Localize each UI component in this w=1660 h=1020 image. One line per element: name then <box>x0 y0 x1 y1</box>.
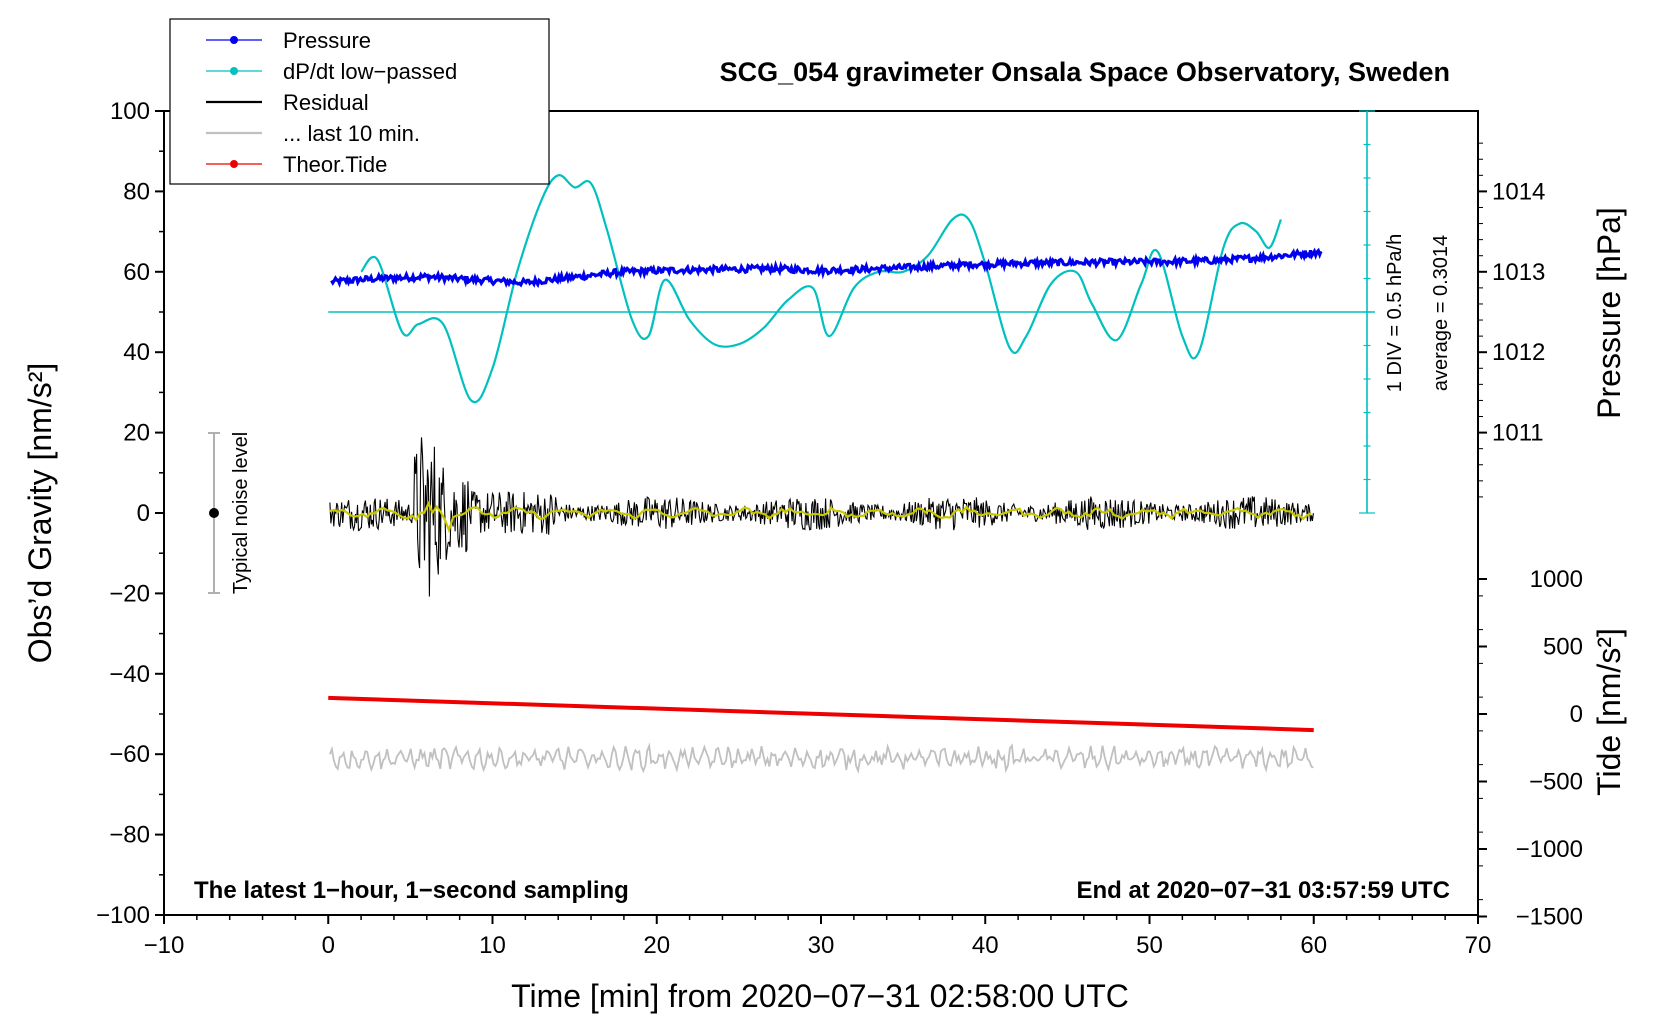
pressure-tick-label: 1012 <box>1492 339 1545 366</box>
pressure-tick-label: 1011 <box>1492 420 1544 447</box>
tide-series <box>328 695 1314 733</box>
dpdt-series <box>360 174 1282 404</box>
y-axis-label-tide: Tide [nm/s²] <box>1591 628 1627 796</box>
x-tick-label: −10 <box>144 932 185 959</box>
legend-label: ... last 10 min. <box>283 121 420 146</box>
x-tick-label: 20 <box>643 932 670 959</box>
legend-label: Pressure <box>283 28 371 53</box>
note-left: The latest 1−hour, 1−second sampling <box>194 877 629 904</box>
last10-line <box>329 742 1314 775</box>
last10-series <box>329 742 1314 775</box>
y-tick-label: −60 <box>109 741 150 768</box>
residual-series <box>329 437 1314 597</box>
y-tick-label: −40 <box>109 661 150 688</box>
x-tick-label: 60 <box>1300 932 1327 959</box>
pressure-tick-label: 1014 <box>1492 178 1545 205</box>
y-axis-left: 100 80 60 40 20 0 −20 −40 −60 −80 −100 <box>96 98 164 929</box>
y-tick-label: −80 <box>109 822 150 849</box>
x-tick-label: 0 <box>322 932 335 959</box>
tide-tick-label: 0 <box>1570 701 1583 728</box>
pressure-tick-label: 1013 <box>1492 259 1545 286</box>
y-axis-pressure: 1014 1013 1012 1011 <box>1478 142 1545 498</box>
y-axis-tide: 1000 500 0 −500 −1000 −1500 <box>1478 566 1583 931</box>
noise-level-bar <box>208 432 220 594</box>
y-tick-label: 40 <box>123 339 150 366</box>
legend-label: Theor.Tide <box>283 152 387 177</box>
noise-label: Typical noise level <box>230 432 252 594</box>
y-tick-label: 80 <box>123 178 150 205</box>
tide-tick-label: −500 <box>1529 769 1583 796</box>
residual-smoothed-line <box>329 500 1312 534</box>
y-axis-label-pressure: Pressure [hPa] <box>1591 207 1627 419</box>
tide-tick-label: 1000 <box>1530 566 1583 593</box>
x-axis: −10 0 10 20 30 40 50 60 70 <box>144 915 1492 959</box>
legend-label: Residual <box>283 90 369 115</box>
legend-marker <box>230 160 238 168</box>
legend: Pressure dP/dt low−passed Residual ... last… <box>169 18 550 185</box>
pressure-series <box>330 247 1323 289</box>
tide-tick-label: −1500 <box>1516 904 1583 931</box>
y-tick-label: 60 <box>123 259 150 286</box>
y-tick-label: 100 <box>110 98 150 125</box>
y-tick-label: −20 <box>109 580 150 607</box>
legend-marker <box>230 67 238 75</box>
legend-label: dP/dt low−passed <box>283 59 457 84</box>
legend-marker <box>230 36 238 44</box>
chart-title: SCG_054 gravimeter Onsala Space Observat… <box>720 57 1450 87</box>
x-tick-label: 40 <box>972 932 999 959</box>
x-tick-label: 70 <box>1465 932 1492 959</box>
x-tick-label: 30 <box>808 932 835 959</box>
note-right: End at 2020−07−31 03:57:59 UTC <box>1076 877 1450 904</box>
average-label: average = 0.3014 <box>1430 235 1452 391</box>
tide-line <box>328 695 1314 733</box>
tide-tick-label: 500 <box>1543 634 1583 661</box>
div-label: 1 DIV = 0.5 hPa/h <box>1384 234 1406 392</box>
x-tick-label: 50 <box>1136 932 1163 959</box>
pressure-line <box>330 247 1323 289</box>
residual-line <box>329 437 1314 597</box>
tide-tick-label: −1000 <box>1516 836 1583 863</box>
y-tick-label: 20 <box>123 420 150 447</box>
x-tick-label: 10 <box>479 932 506 959</box>
y-axis-label-left: Obs’d Gravity [nm/s²] <box>22 363 58 664</box>
dpdt-line <box>360 174 1282 404</box>
x-axis-label: Time [min] from 2020−07−31 02:58:00 UTC <box>511 978 1129 1014</box>
y-tick-label: −100 <box>96 902 150 929</box>
y-tick-label: 0 <box>137 500 150 527</box>
